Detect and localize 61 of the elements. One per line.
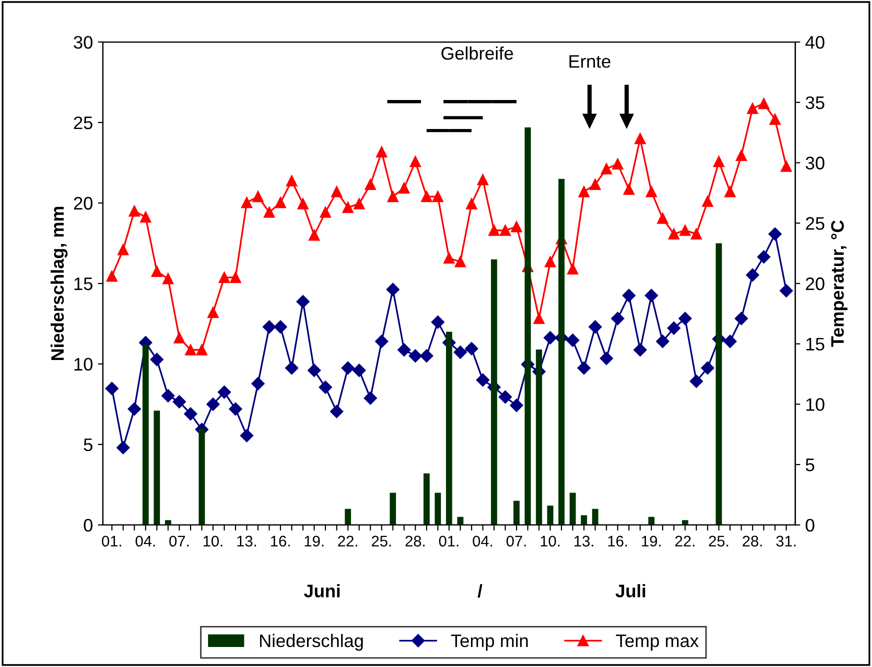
bar xyxy=(390,492,396,525)
bar xyxy=(154,410,160,525)
x-tick-label: 22. xyxy=(675,536,694,546)
legend-label: Temp min xyxy=(451,634,528,651)
text: Juni xyxy=(304,584,340,598)
y-tick-label: 25 xyxy=(74,116,92,130)
bar xyxy=(164,520,172,525)
y-tick-label: 5 xyxy=(84,438,92,452)
annotation: Ernte xyxy=(569,55,610,68)
annotation: Gelbreife xyxy=(441,46,514,60)
x-tick-label: 10. xyxy=(204,536,222,547)
x-tick-label: 13. xyxy=(574,536,594,547)
bar xyxy=(434,492,441,525)
bar xyxy=(570,492,576,525)
x-tick-label: 31. xyxy=(776,536,796,547)
x-tick-label: 01. xyxy=(439,536,458,547)
y2-tick-label: 10 xyxy=(806,398,824,411)
y2-tick-label: 25 xyxy=(806,217,824,230)
x-tick-label: 28. xyxy=(742,536,762,547)
bar xyxy=(682,520,688,525)
x-tick-label: 07. xyxy=(506,536,526,547)
bar xyxy=(580,515,588,525)
y2-tick-label: 0 xyxy=(806,518,814,532)
x-tick-label: 01. xyxy=(102,536,122,547)
y-tick-label: 0 xyxy=(84,518,92,532)
x-tick-label: 25. xyxy=(708,536,728,547)
bar xyxy=(513,500,520,525)
x-tick-label: 04. xyxy=(472,536,492,547)
y2-tick-label: 40 xyxy=(805,36,824,49)
y-tick-label: 10 xyxy=(74,358,92,371)
x-tick-label: 22. xyxy=(338,536,358,546)
y2-tick-label: 35 xyxy=(806,96,824,110)
x-tick-label: 13. xyxy=(237,536,256,547)
x-tick-label: 19. xyxy=(304,536,324,547)
x-tick-label: 19. xyxy=(642,536,661,547)
bar xyxy=(648,516,654,525)
y2-tick-label: 20 xyxy=(806,277,824,290)
x-tick-label: 16. xyxy=(271,536,290,547)
y2-axis-title: Temperatur, °C xyxy=(831,220,848,347)
x-tick-label: 04. xyxy=(136,536,155,547)
y2-tick-label: 15 xyxy=(806,338,824,351)
bar xyxy=(592,508,598,525)
x-tick-label: 16. xyxy=(608,536,627,547)
bar xyxy=(344,508,352,525)
bar xyxy=(547,506,554,525)
y2-tick-label: 30 xyxy=(806,156,824,170)
x-tick-label: 28. xyxy=(406,536,425,547)
text: Juli xyxy=(616,584,646,598)
legend-label: Temp max xyxy=(616,634,699,651)
bar xyxy=(457,516,464,525)
bar xyxy=(424,473,430,525)
text: / xyxy=(478,584,482,598)
y-tick-label: 30 xyxy=(74,36,92,49)
x-tick-label: 25. xyxy=(372,536,391,547)
x-tick-label: 10. xyxy=(540,536,560,547)
y2-tick-label: 5 xyxy=(806,458,814,472)
y-tick-label: 15 xyxy=(74,278,92,290)
legend-label: Niederschlag xyxy=(260,634,363,651)
x-tick-label: 07. xyxy=(169,536,189,547)
y-axis-title: Niederschlag, mm xyxy=(50,206,68,360)
y-tick-label: 20 xyxy=(74,196,92,210)
